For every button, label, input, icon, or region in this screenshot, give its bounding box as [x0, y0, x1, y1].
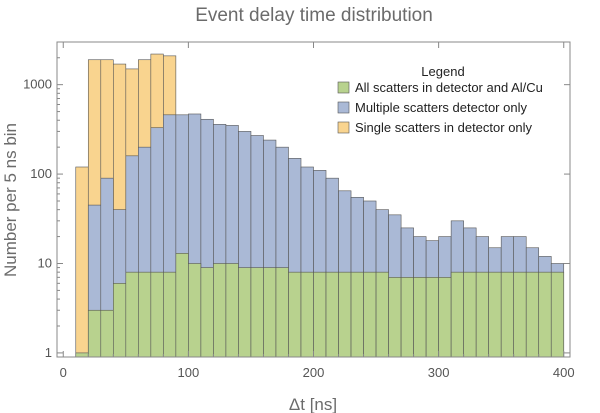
x-tick-label-100: 100 [178, 365, 200, 380]
bar-all-scatters-in-detector-and-al-cu-110 [200, 267, 214, 358]
bar-all-scatters-in-detector-and-al-cu-380 [538, 271, 552, 358]
legend-swatch-single-scatters-in-detector-only [337, 121, 350, 134]
bar-all-scatters-in-detector-and-al-cu-200 [313, 271, 327, 358]
bar-all-scatters-in-detector-and-al-cu-80 [163, 271, 177, 358]
bar-all-scatters-in-detector-and-al-cu-70 [150, 271, 164, 358]
bar-all-scatters-in-detector-and-al-cu-40 [113, 283, 127, 358]
y-tick-label-10: 10 [38, 255, 52, 270]
legend-label-single-scatters-in-detector-only: Single scatters in detector only [355, 120, 533, 135]
bar-all-scatters-in-detector-and-al-cu-270 [400, 277, 414, 358]
bar-all-scatters-in-detector-and-al-cu-300 [438, 277, 452, 358]
legend-label-multiple-scatters-detector-only: Multiple scatters detector only [355, 100, 527, 115]
bar-all-scatters-in-detector-and-al-cu-360 [513, 271, 527, 358]
bar-all-scatters-in-detector-and-al-cu-290 [425, 277, 439, 358]
bar-all-scatters-in-detector-and-al-cu-390 [550, 271, 565, 358]
x-tick-label-400: 400 [553, 365, 575, 380]
bar-all-scatters-in-detector-and-al-cu-90 [175, 253, 189, 358]
y-axis-label: Number per 5 ns bin [1, 123, 20, 277]
bar-all-scatters-in-detector-and-al-cu-350 [500, 271, 514, 358]
bar-all-scatters-in-detector-and-al-cu-160 [263, 267, 277, 358]
bar-all-scatters-in-detector-and-al-cu-50 [125, 271, 139, 358]
y-tick-label-1: 1 [45, 345, 52, 360]
bar-all-scatters-in-detector-and-al-cu-30 [100, 309, 114, 358]
bar-all-scatters-in-detector-and-al-cu-120 [213, 263, 227, 358]
bar-all-scatters-in-detector-and-al-cu-340 [488, 271, 502, 358]
x-axis-ticks: 0 100 200 300 400 [60, 42, 575, 380]
bar-all-scatters-in-detector-and-al-cu-320 [463, 271, 477, 358]
legend-swatch-multiple-scatters-detector-only [337, 101, 350, 114]
bar-all-scatters-in-detector-and-al-cu-180 [288, 271, 302, 358]
legend-label-all-scatters-in-detector-and-al-cu: All scatters in detector and Al/Cu [355, 80, 543, 95]
x-tick-label-200: 200 [303, 365, 325, 380]
bar-all-scatters-in-detector-and-al-cu-280 [413, 277, 427, 358]
y-axis-ticks: 1 10 100 1000 [23, 41, 570, 360]
bar-all-scatters-in-detector-and-al-cu-140 [238, 267, 252, 358]
y-tick-label-100: 100 [30, 166, 52, 181]
x-axis-label: Δt [ns] [289, 395, 337, 413]
legend-swatch-all-scatters-in-detector-and-al-cu [337, 81, 350, 94]
bar-all-scatters-in-detector-and-al-cu-250 [375, 271, 389, 358]
legend-title: Legend [421, 64, 464, 79]
bar-all-scatters-in-detector-and-al-cu-370 [525, 271, 540, 358]
bar-all-scatters-in-detector-and-al-cu-60 [138, 271, 152, 358]
bar-all-scatters-in-detector-and-al-cu-240 [363, 271, 377, 358]
bar-all-scatters-in-detector-and-al-cu-330 [475, 271, 489, 358]
bar-all-scatters-in-detector-and-al-cu-170 [275, 267, 289, 358]
x-tick-label-300: 300 [428, 365, 450, 380]
y-tick-label-1000: 1000 [23, 77, 52, 92]
bar-all-scatters-in-detector-and-al-cu-190 [300, 271, 314, 358]
x-tick-label-0: 0 [60, 365, 67, 380]
bar-all-scatters-in-detector-and-al-cu-150 [250, 267, 264, 358]
bar-all-scatters-in-detector-and-al-cu-260 [388, 277, 402, 358]
bar-all-scatters-in-detector-and-al-cu-130 [225, 263, 239, 358]
bar-all-scatters-in-detector-and-al-cu-210 [325, 271, 339, 358]
bar-all-scatters-in-detector-and-al-cu-220 [338, 271, 352, 358]
bar-single-scatters-in-detector-only-10 [75, 166, 89, 358]
bar-all-scatters-in-detector-and-al-cu-230 [350, 271, 364, 358]
bar-all-scatters-in-detector-and-al-cu-20 [87, 309, 102, 358]
bar-all-scatters-in-detector-and-al-cu-100 [188, 263, 202, 358]
legend: Legend All scatters in detector and Al/C… [337, 64, 543, 135]
chart-title: Event delay time distribution [195, 5, 433, 26]
bar-all-scatters-in-detector-and-al-cu-10 [75, 352, 89, 358]
bar-all-scatters-in-detector-and-al-cu-310 [450, 271, 464, 358]
